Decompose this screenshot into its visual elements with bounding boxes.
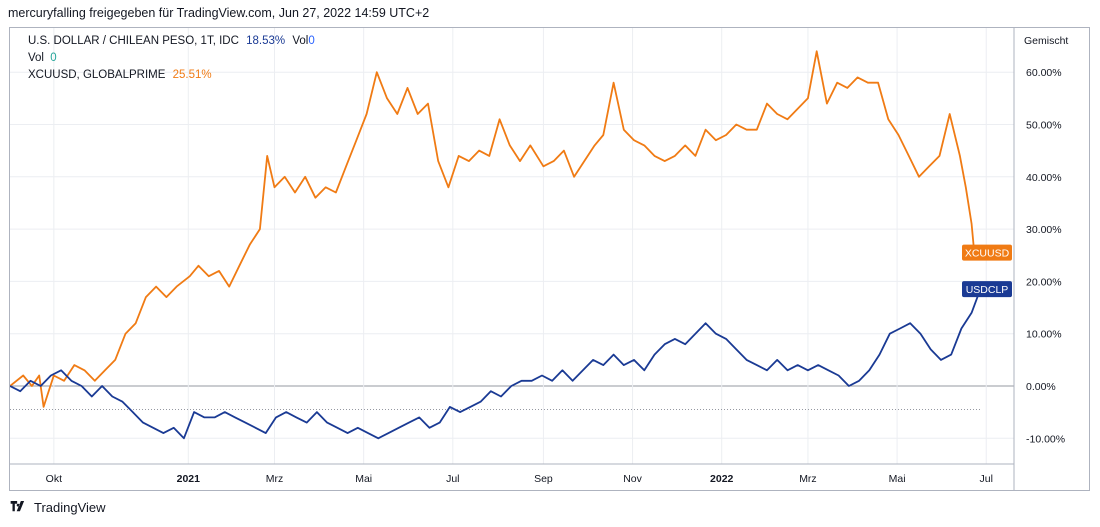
scale-mode-label[interactable]: Gemischt: [1024, 35, 1068, 47]
legend-volume-value: 0: [50, 52, 57, 64]
footer-brand[interactable]: TradingView: [10, 500, 106, 515]
legend-usdclp-name: U.S. DOLLAR / CHILEAN PESO, 1T, IDC: [28, 35, 239, 47]
series-line-usdclp[interactable]: [10, 288, 982, 440]
y-tick-label: 30.00%: [1026, 224, 1062, 236]
y-tick-label: 60.00%: [1026, 67, 1062, 79]
y-tick-label: 40.00%: [1026, 172, 1062, 184]
series-badge-usdclp[interactable]: [962, 281, 1012, 298]
y-tick-label: 50.00%: [1026, 120, 1062, 132]
legend-usdclp-value: 18.53%: [246, 35, 286, 47]
x-tick-label: Nov: [623, 473, 642, 485]
x-tick-label: 2022: [710, 473, 734, 485]
legend-xcuusd-name: XCUUSD, GLOBALPRIME: [28, 69, 166, 81]
legend-xcuusd[interactable]: XCUUSD, GLOBALPRIME 25.51%: [28, 69, 212, 81]
tradingview-logo-icon: [10, 501, 25, 512]
y-tick-label: 0.00%: [1026, 381, 1056, 393]
x-tick-label: Mrz: [266, 473, 284, 485]
series-badge-label-xcuusd: XCUUSD: [965, 248, 1010, 260]
x-tick-label: Mai: [889, 473, 906, 485]
y-tick-label: 10.00%: [1026, 329, 1062, 341]
y-tick-label: -10.00%: [1026, 433, 1065, 445]
x-tick-label: Okt: [46, 473, 62, 485]
share-header: mercuryfalling freigegeben für TradingVi…: [8, 6, 430, 20]
y-tick-label: 20.00%: [1026, 276, 1062, 288]
legend-usdclp[interactable]: U.S. DOLLAR / CHILEAN PESO, 1T, IDC 18.5…: [28, 35, 315, 47]
legend-volume[interactable]: Vol 0: [28, 52, 57, 64]
legend-usdclp-vol-label: Vol: [292, 35, 309, 47]
series-badge-label-usdclp: USDCLP: [966, 284, 1009, 296]
footer-brand-text: TradingView: [34, 500, 106, 515]
series-line-xcuusd[interactable]: [10, 50, 981, 408]
chart-canvas[interactable]: 60.00% 50.00% 40.00% 30.00% 20.00% 10.00% 0.00…: [10, 28, 1089, 490]
x-tick-label: Jul: [446, 473, 459, 485]
x-tick-label: 2021: [177, 473, 201, 485]
x-tick-label: Mai: [355, 473, 372, 485]
legend-usdclp-vol-value: 0: [308, 35, 315, 47]
x-tick-label: Jul: [980, 473, 993, 485]
x-tick-label: Sep: [534, 473, 553, 485]
legend-xcuusd-value: 25.51%: [172, 69, 212, 81]
x-tick-label: Mrz: [799, 473, 817, 485]
series-badge-xcuusd[interactable]: [962, 244, 1012, 261]
chart-frame[interactable]: 60.00% 50.00% 40.00% 30.00% 20.00% 10.00% 0.00…: [9, 27, 1090, 491]
legend-volume-label: Vol: [28, 52, 44, 64]
